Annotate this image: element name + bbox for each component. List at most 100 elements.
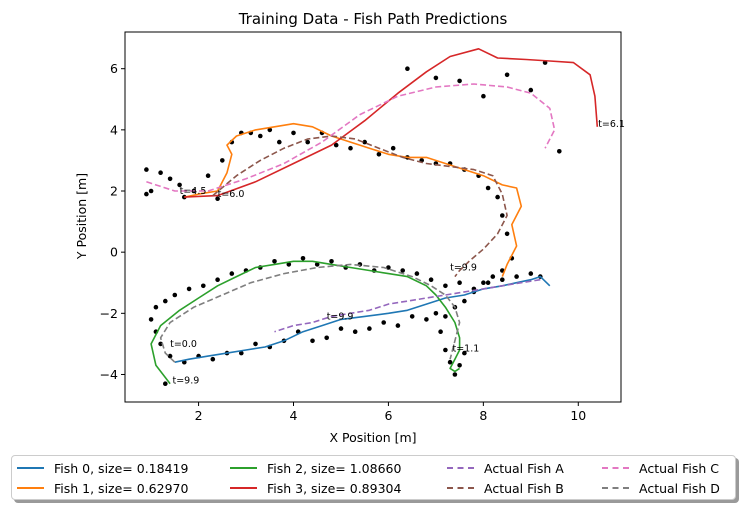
observation-point: [504, 72, 510, 78]
x-tick-label: 2: [195, 408, 203, 423]
chart-title: Training Data - Fish Path Predictions: [238, 10, 508, 28]
legend-swatch: [602, 467, 629, 469]
time-annotation: t=1.1: [453, 344, 480, 355]
y-tick-label: 2: [110, 184, 118, 199]
observation-point: [310, 338, 315, 344]
observation-point: [457, 363, 462, 368]
legend-item: Actual Fish C: [602, 460, 719, 476]
observation-point: [514, 274, 519, 279]
observation-point: [215, 277, 220, 283]
observation-point: [329, 259, 334, 264]
observation-point: [443, 347, 448, 353]
legend-item: Actual Fish B: [447, 480, 564, 496]
legend-swatch: [447, 487, 474, 489]
series-line-6: [146, 83, 556, 192]
observation-point: [490, 274, 496, 279]
observation-point: [148, 317, 154, 322]
time-annotation: t=6.0: [218, 189, 245, 200]
plot-area: t=4.5 t=6.0 t=6.1 t=9.9 t=9.9 t=0.0 t=9.9 t=1.1…: [100, 31, 625, 423]
legend-item: Fish 2, size= 1.08660: [230, 460, 401, 476]
observation-point: [452, 372, 458, 377]
observation-point: [395, 323, 401, 328]
series-line-3: [184, 47, 599, 198]
series-line-1: [184, 122, 523, 277]
series-line-4: [274, 278, 541, 333]
plot-frame: [124, 31, 622, 403]
observation-point: [485, 185, 491, 191]
observation-point: [376, 152, 382, 157]
observation-point: [414, 271, 420, 276]
y-tick-label: −4: [100, 367, 118, 382]
legend-label: Fish 2, size= 1.08660: [267, 460, 402, 476]
chart: Training Data - Fish Path Predictions t=…: [74, 10, 625, 445]
observation-point: [500, 213, 505, 218]
observation-point: [300, 255, 306, 261]
time-annotation: t=6.1: [598, 119, 625, 130]
observation-point: [457, 78, 462, 84]
observation-point: [495, 194, 500, 200]
y-tick-label: 0: [110, 245, 118, 260]
observation-point: [144, 191, 149, 197]
time-annotation: t=9.9: [173, 376, 200, 387]
legend-label: Fish 3, size= 0.89304: [267, 480, 402, 496]
y-tick-label: 4: [110, 122, 118, 137]
observation-point: [205, 173, 211, 178]
series-line-5: [212, 135, 508, 278]
x-tick-label: 6: [384, 408, 392, 423]
observation-point: [424, 317, 429, 322]
observation-point: [324, 335, 330, 341]
observation-point: [528, 271, 534, 276]
observation-point: [428, 277, 434, 283]
legend-swatch: [17, 487, 44, 489]
legend-label: Fish 1, size= 0.62970: [54, 480, 189, 496]
observation-point: [277, 139, 282, 145]
observation-point: [229, 271, 235, 276]
x-tick-label: 10: [570, 408, 586, 423]
observation-point: [286, 262, 292, 267]
legend-item: Fish 1, size= 0.62970: [17, 480, 188, 496]
observation-point: [172, 292, 178, 298]
observation-point: [485, 280, 491, 286]
observation-point: [405, 66, 410, 71]
observation-point: [457, 280, 462, 286]
observation-point: [352, 329, 358, 335]
observation-point: [443, 283, 448, 289]
observation-point: [381, 320, 387, 325]
observation-point: [148, 188, 154, 194]
observation-point: [253, 341, 258, 347]
observation-point: [167, 353, 173, 359]
observation-point: [163, 381, 168, 387]
y-tick-label: 6: [110, 61, 118, 76]
legend-item: Actual Fish A: [447, 460, 564, 476]
observation-point: [167, 176, 173, 182]
observation-point: [433, 75, 439, 81]
x-tick-label: 4: [290, 408, 298, 423]
observation-point: [158, 170, 163, 175]
observation-point: [314, 262, 320, 267]
legend-item: Fish 0, size= 0.18419: [17, 460, 188, 476]
observation-point: [338, 326, 344, 331]
x-tick-label: 8: [479, 408, 487, 423]
legend-label: Actual Fish C: [639, 460, 720, 476]
legend-item: Actual Fish D: [602, 480, 720, 496]
observation-point: [201, 283, 206, 289]
observation-point: [409, 314, 415, 319]
y-tick-label: −2: [100, 306, 118, 321]
observation-point: [386, 265, 391, 270]
observation-point: [333, 142, 339, 148]
observation-point: [367, 326, 372, 331]
observation-point: [433, 311, 439, 316]
observation-point: [220, 158, 225, 163]
legend-swatch: [602, 487, 629, 489]
observation-point: [438, 329, 443, 335]
observation-point: [163, 298, 168, 304]
observation-point: [144, 167, 149, 172]
observation-point: [443, 314, 448, 319]
observation-point: [504, 231, 510, 237]
observation-point: [267, 127, 273, 133]
observation-point: [291, 130, 296, 136]
observation-point: [210, 356, 216, 362]
legend-swatch: [447, 467, 474, 469]
y-axis-label: Y Position [m]: [74, 173, 89, 260]
legend-item: Fish 3, size= 0.89304: [230, 480, 401, 496]
